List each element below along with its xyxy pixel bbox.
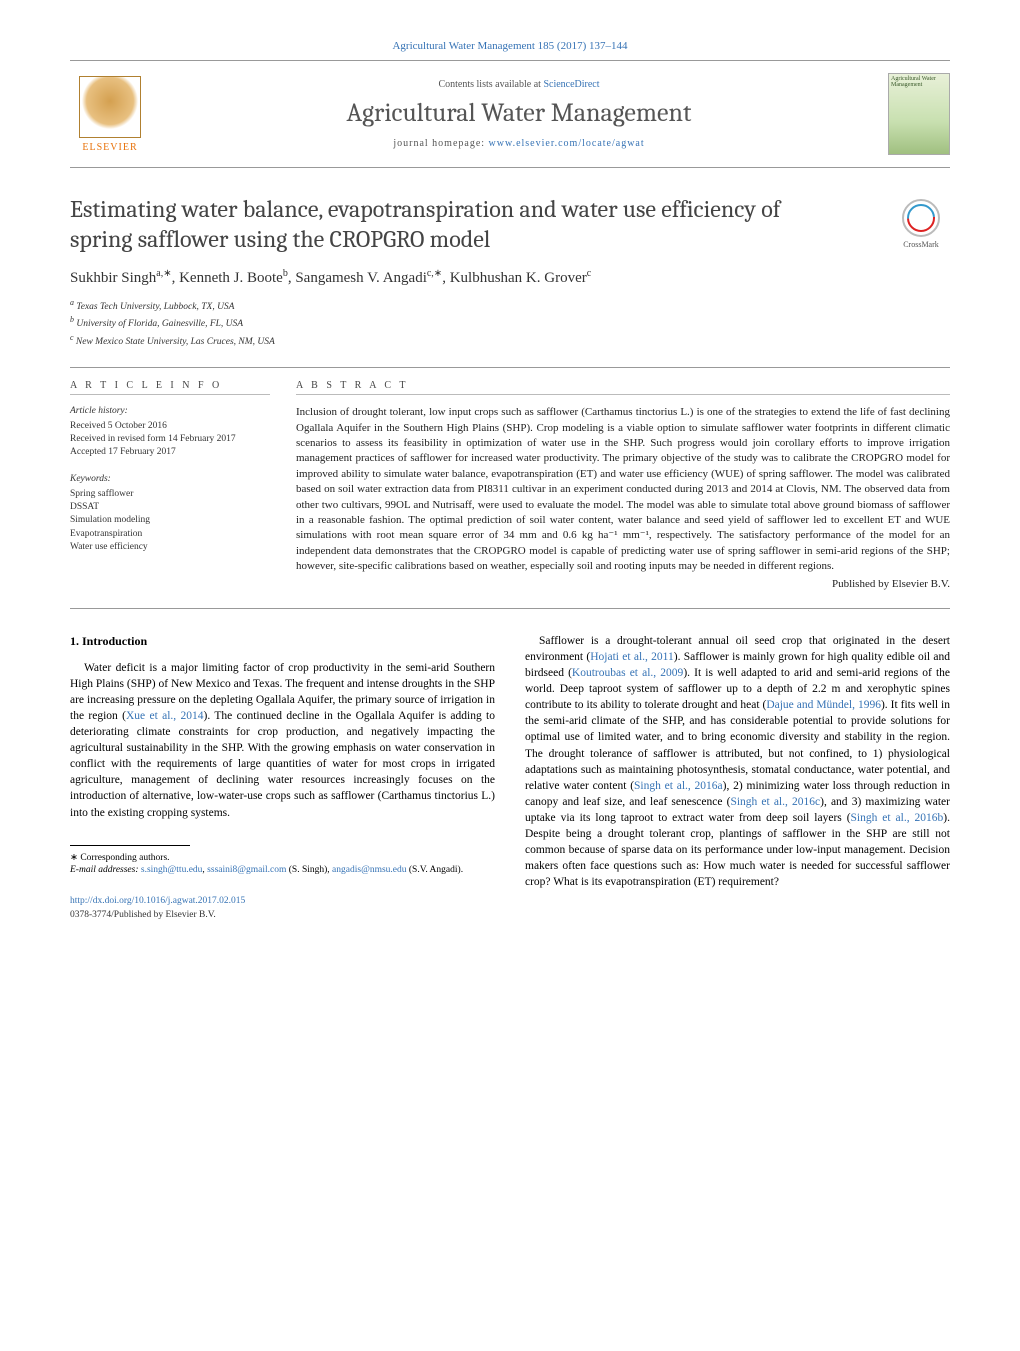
citation-link[interactable]: Agricultural Water Management 185 (2017)…: [392, 40, 627, 52]
contents-prefix: Contents lists available at: [438, 79, 543, 90]
contents-line: Contents lists available at ScienceDirec…: [150, 79, 888, 90]
email-link[interactable]: s.singh@ttu.edu: [141, 865, 203, 875]
keyword-item: DSSAT: [70, 501, 270, 514]
ref-link[interactable]: Singh et al., 2016a: [634, 780, 723, 792]
intro-para-2: Safflower is a drought-tolerant annual o…: [525, 633, 950, 891]
keywords-list: Spring safflowerDSSATSimulation modeling…: [70, 488, 270, 554]
email-link[interactable]: angadis@nmsu.edu: [332, 865, 406, 875]
publisher-logo: ELSEVIER: [70, 69, 150, 159]
history-item: Received 5 October 2016: [70, 420, 270, 433]
page: Agricultural Water Management 185 (2017)…: [0, 0, 1020, 952]
article-title: Estimating water balance, evapotranspira…: [70, 194, 830, 254]
email-line: E-mail addresses: s.singh@ttu.edu, sssai…: [70, 864, 495, 877]
homepage-line: journal homepage: www.elsevier.com/locat…: [150, 138, 888, 149]
sciencedirect-link[interactable]: ScienceDirect: [543, 79, 599, 90]
affiliations: a Texas Tech University, Lubbock, TX, US…: [70, 297, 950, 349]
journal-name: Agricultural Water Management: [150, 98, 888, 128]
corresponding-note: ∗ Corresponding authors.: [70, 852, 495, 865]
history-label: Article history:: [70, 405, 270, 418]
cover-text: Agricultural Water Management: [891, 76, 936, 88]
citation-line: Agricultural Water Management 185 (2017)…: [70, 40, 950, 52]
journal-cover-thumbnail: Agricultural Water Management: [888, 73, 950, 155]
title-block: Estimating water balance, evapotranspira…: [70, 194, 950, 254]
issn-line: 0378-3774/Published by Elsevier B.V.: [70, 910, 216, 920]
ref-link[interactable]: Dajue and Mündel, 1996: [766, 699, 881, 711]
crossmark-label: CrossMark: [903, 240, 939, 249]
email-link[interactable]: sssaini8@gmail.com: [207, 865, 286, 875]
article-info-heading: A R T I C L E I N F O: [70, 380, 270, 395]
keywords-label: Keywords:: [70, 473, 270, 486]
keyword-item: Evapotranspiration: [70, 528, 270, 541]
section-heading: 1. Introduction: [70, 633, 495, 650]
ref-link[interactable]: Singh et al., 2016c: [730, 796, 820, 808]
body-columns: 1. Introduction Water deficit is a major…: [70, 633, 950, 922]
journal-header: ELSEVIER Contents lists available at Sci…: [70, 60, 950, 168]
footer: http://dx.doi.org/10.1016/j.agwat.2017.0…: [70, 895, 495, 922]
crossmark-badge[interactable]: CrossMark: [892, 194, 950, 252]
ref-link[interactable]: Hojati et al., 2011: [590, 651, 674, 663]
keyword-item: Simulation modeling: [70, 514, 270, 527]
ref-link[interactable]: Singh et al., 2016b: [851, 812, 944, 824]
crossmark-icon: [901, 198, 941, 238]
ref-link[interactable]: Xue et al., 2014: [126, 710, 204, 722]
footnote-separator: [70, 845, 190, 846]
elsevier-tree-icon: [79, 76, 141, 138]
column-left: 1. Introduction Water deficit is a major…: [70, 633, 495, 922]
keyword-item: Spring safflower: [70, 488, 270, 501]
info-abstract-row: A R T I C L E I N F O Article history: R…: [70, 367, 950, 609]
abstract: A B S T R A C T Inclusion of drought tol…: [296, 380, 950, 592]
keyword-item: Water use efficiency: [70, 541, 270, 554]
history-item: Received in revised form 14 February 201…: [70, 433, 270, 446]
intro-para-1: Water deficit is a major limiting factor…: [70, 660, 495, 821]
ref-link[interactable]: Koutroubas et al., 2009: [572, 667, 683, 679]
authors: Sukhbir Singha,∗, Kenneth J. Booteb, San…: [70, 268, 950, 287]
abstract-text: Inclusion of drought tolerant, low input…: [296, 405, 950, 574]
homepage-link[interactable]: www.elsevier.com/locate/agwat: [489, 138, 645, 149]
abstract-heading: A B S T R A C T: [296, 380, 950, 395]
article-info: A R T I C L E I N F O Article history: R…: [70, 380, 270, 592]
history-list: Received 5 October 2016Received in revis…: [70, 420, 270, 460]
history-item: Accepted 17 February 2017: [70, 446, 270, 459]
homepage-prefix: journal homepage:: [393, 138, 488, 149]
doi-link[interactable]: http://dx.doi.org/10.1016/j.agwat.2017.0…: [70, 896, 245, 906]
footnotes: ∗ Corresponding authors. E-mail addresse…: [70, 852, 495, 878]
publisher-name: ELSEVIER: [82, 142, 137, 153]
header-center: Contents lists available at ScienceDirec…: [150, 79, 888, 149]
published-by: Published by Elsevier B.V.: [296, 577, 950, 592]
column-right: Safflower is a drought-tolerant annual o…: [525, 633, 950, 922]
